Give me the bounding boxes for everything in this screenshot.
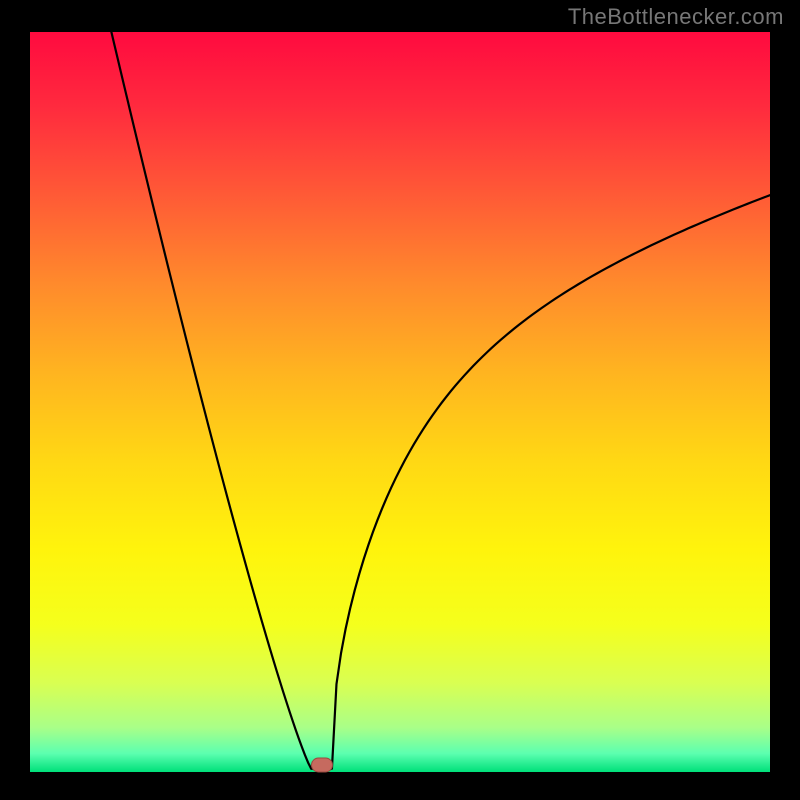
curve-layer — [30, 32, 770, 772]
chart-frame: TheBottlenecker.com — [0, 0, 800, 800]
optimal-marker — [311, 757, 333, 772]
bottleneck-curve — [111, 32, 770, 769]
watermark-text: TheBottlenecker.com — [568, 4, 784, 30]
plot-area — [30, 32, 770, 772]
